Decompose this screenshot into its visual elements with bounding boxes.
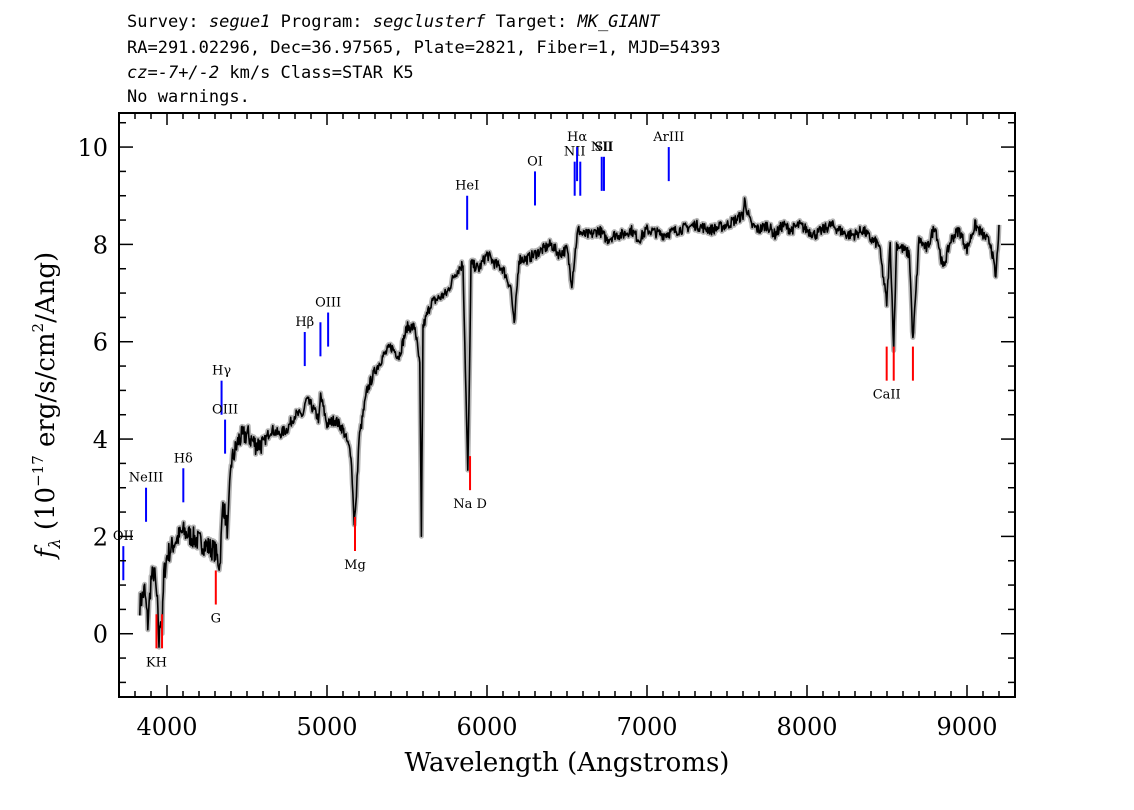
program-value: segclusterf [372,12,486,32]
x-tick-label: 4000 [136,713,197,741]
target-value: MK_GIANT [577,12,660,32]
line-label: Na D [453,497,487,512]
line-marker-layer: OIINeIIIHδHγOIIIHβOIIIHeIOINIIHαNIISIIAr… [113,130,914,670]
spectrum-line [139,197,1000,648]
line-label: OIII [315,296,341,311]
line-label: OIII [212,403,238,418]
survey-value: segue1 [208,12,271,32]
line-label: Hδ [174,451,193,466]
header-line-redshift: cz=-7+/-2 km/s Class=STAR K5 [127,63,414,83]
x-tick-label: 9000 [936,713,997,741]
line-label: OI [527,154,543,169]
y-axis-label: fλ (10−17 erg/s/cm2/Ang) [29,252,64,560]
line-label: KH [146,655,167,670]
x-axis-label: Wavelength (Angstroms) [405,748,730,778]
header-line-survey: Survey: segue1 Program: segclusterf Targ… [127,12,659,32]
line-label: Hγ [212,364,231,379]
line-label: NII [591,140,613,155]
axis-ticks [118,113,1016,697]
x-tick-label: 7000 [616,713,677,741]
header-line-warnings: No warnings. [127,87,250,107]
y-tick-label: 8 [93,231,108,259]
line-label: Hβ [295,315,314,330]
survey-label: Survey: [127,12,199,32]
line-label: NII [564,145,586,160]
x-tick-label: 8000 [776,713,837,741]
line-label: G [211,612,221,627]
line-label: SII [594,140,613,155]
program-label: Program: [280,12,363,32]
line-label: Mg [344,558,366,573]
spectrum-layer [139,197,1000,648]
y-tick-label: 2 [93,523,108,551]
cz-label: cz= [127,63,158,83]
x-tick-label: 6000 [456,713,517,741]
line-label: CaII [873,388,901,403]
cz-value: -7+/-2 [157,63,220,83]
x-tick-labels: 4000 5000 6000 7000 8000 9000 [136,713,997,741]
line-label: HeI [455,179,479,194]
y-tick-label: 10 [77,134,108,162]
y-tick-labels: 0 2 4 6 8 10 [77,134,108,649]
y-tick-label: 6 [93,329,108,357]
line-label: NeIII [129,471,163,486]
line-label: Hα [567,130,587,145]
x-tick-label: 5000 [296,713,357,741]
header-line-coordinates: RA=291.02296, Dec=36.97565, Plate=2821, … [127,38,721,58]
line-label: ArIII [652,130,684,145]
plot-frame [118,112,1016,698]
y-tick-label: 0 [93,621,108,649]
target-label: Target: [495,12,568,32]
cz-rest: km/s Class=STAR K5 [219,63,414,83]
y-tick-label: 4 [93,426,108,454]
